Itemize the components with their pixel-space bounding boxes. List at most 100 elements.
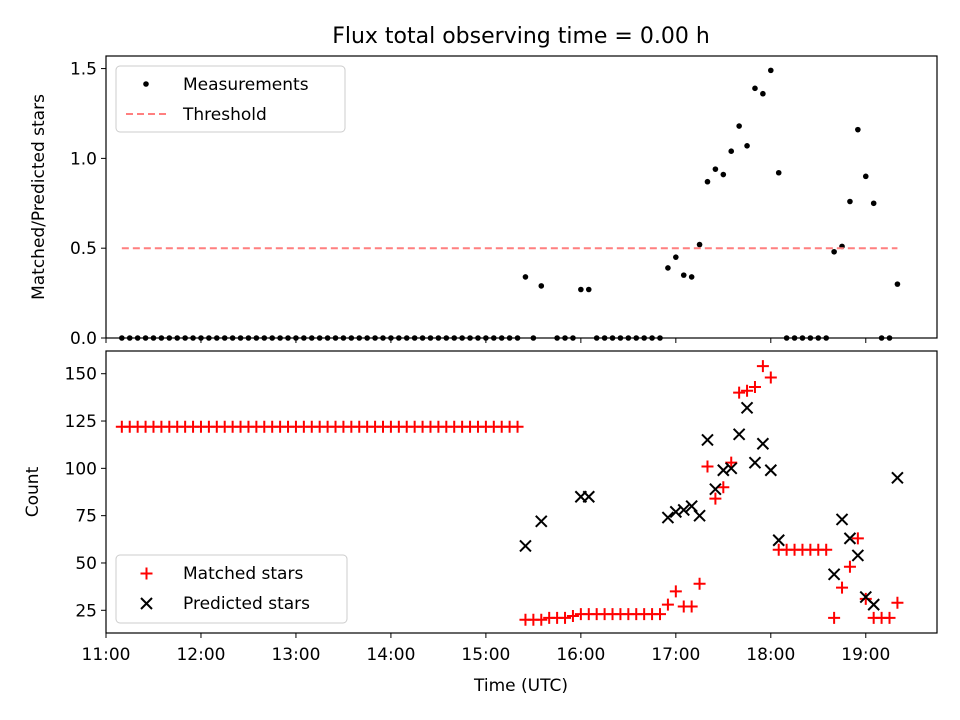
measurements-point bbox=[870, 200, 877, 207]
predicted-stars-point bbox=[732, 428, 746, 441]
measurements-point bbox=[728, 148, 735, 154]
matched-stars-point bbox=[741, 384, 754, 397]
y-tick-label: 50 bbox=[75, 554, 97, 574]
counts-legend: Matched stars Predicted stars bbox=[115, 554, 348, 624]
predicted-stars-point bbox=[661, 511, 675, 524]
ratio-plot-area bbox=[119, 67, 901, 341]
y-tick-label: 1.0 bbox=[70, 149, 97, 169]
counts-plot-area bbox=[115, 360, 904, 626]
x-tick-label: 15:00 bbox=[461, 645, 510, 665]
measurements-point bbox=[831, 248, 837, 255]
x-tick-label: 14:00 bbox=[366, 645, 415, 665]
measurements-point bbox=[585, 286, 592, 293]
chart-title: Flux total observing time = 0.00 h bbox=[332, 24, 710, 49]
predicted-stars-point bbox=[843, 532, 857, 545]
matched-stars-point bbox=[883, 611, 896, 624]
ratio-axes-frame bbox=[105, 55, 938, 339]
legend-predicted-marker bbox=[140, 597, 153, 610]
measurements-point bbox=[673, 254, 679, 260]
ratio-legend-box bbox=[115, 65, 346, 133]
legend-measurements-marker bbox=[143, 81, 149, 87]
matched-stars-point bbox=[511, 420, 524, 433]
matched-stars-point bbox=[748, 380, 761, 393]
measurements-point bbox=[775, 169, 782, 176]
ratio-x-ticks bbox=[105, 338, 867, 343]
matched-stars-point bbox=[756, 360, 769, 373]
x-tick-label: 17:00 bbox=[651, 645, 700, 665]
measurements-point bbox=[665, 265, 671, 271]
measurements-point bbox=[760, 90, 766, 97]
predicted-stars-point bbox=[867, 598, 880, 611]
x-axis-label: Time (UTC) bbox=[473, 676, 568, 696]
matched-stars-point bbox=[669, 585, 682, 598]
predicted-stars-point bbox=[685, 499, 698, 513]
matched-stars-point bbox=[717, 481, 730, 494]
predicted-stars-point bbox=[891, 471, 904, 485]
y-tick-label: 0.0 bbox=[70, 329, 97, 349]
measurements-point bbox=[744, 143, 750, 149]
predicted-stars-point bbox=[717, 464, 730, 477]
counts-axes-frame bbox=[105, 350, 938, 634]
predicted-stars-point bbox=[701, 433, 714, 447]
predicted-stars-point bbox=[519, 539, 532, 553]
measurements-point bbox=[712, 166, 719, 172]
ratio-legend: Measurements Threshold bbox=[115, 65, 346, 133]
x-tick-label: 11:00 bbox=[82, 645, 131, 665]
predicted-stars-point bbox=[677, 503, 690, 517]
y-tick-label: 100 bbox=[65, 459, 97, 479]
matched-stars-point bbox=[654, 608, 666, 621]
predicted-stars-point bbox=[835, 513, 849, 526]
legend-predicted-label: Predicted stars bbox=[183, 594, 310, 614]
y-tick-label: 150 bbox=[65, 365, 97, 385]
legend-matched-label: Matched stars bbox=[183, 564, 303, 584]
predicted-stars-point bbox=[827, 568, 841, 581]
predicted-stars-point bbox=[669, 505, 683, 519]
y-tick-label: 25 bbox=[75, 601, 97, 621]
legend-threshold-label: Threshold bbox=[182, 105, 267, 125]
measurements-point bbox=[720, 171, 727, 178]
measurements-point bbox=[855, 126, 861, 133]
y-tick-label: 0.5 bbox=[70, 239, 97, 259]
predicted-stars-point bbox=[709, 482, 722, 496]
counts-y-axis-label: Count bbox=[23, 466, 43, 517]
matched-stars-point bbox=[566, 609, 579, 622]
x-tick-label: 13:00 bbox=[271, 645, 320, 665]
counts-panel: 25 50 75 100 125 150 11:00 12:00 13:00 14:00 15:0… bbox=[23, 350, 938, 696]
measurements-point bbox=[768, 67, 774, 74]
predicted-stars-point bbox=[740, 401, 754, 414]
measurements-point bbox=[688, 274, 695, 280]
y-tick-label: 75 bbox=[75, 507, 97, 527]
measurements-point bbox=[862, 173, 869, 180]
measurements-point bbox=[894, 281, 901, 287]
predicted-stars-point bbox=[756, 437, 770, 450]
predicted-stars-point bbox=[748, 456, 762, 469]
matched-stars-point bbox=[891, 596, 904, 609]
matched-stars-point bbox=[693, 577, 706, 590]
predicted-stars-point bbox=[772, 534, 785, 547]
predicted-stars-point bbox=[535, 515, 548, 528]
matched-stars-point bbox=[843, 560, 856, 573]
predicted-stars-point bbox=[851, 549, 865, 562]
measurements-point bbox=[696, 241, 703, 248]
measurements-point bbox=[538, 283, 545, 289]
predicted-stars-point bbox=[764, 464, 778, 477]
counts-x-axis: 11:00 12:00 13:00 14:00 15:00 16:00 17:00 18:00… bbox=[82, 633, 890, 665]
ratio-panel: 0.0 0.5 1.0 1.5 Matched/Predicted stars Mea… bbox=[29, 55, 938, 349]
matched-stars-point bbox=[820, 543, 833, 556]
matched-stars-point bbox=[836, 581, 849, 594]
measurements-point bbox=[578, 286, 584, 293]
measurements-point bbox=[847, 198, 853, 205]
matched-stars-point bbox=[859, 592, 872, 605]
matched-stars-point bbox=[559, 611, 572, 624]
predicted-stars-point bbox=[582, 490, 595, 503]
predicted-stars-point bbox=[693, 509, 706, 522]
measurements-point bbox=[704, 178, 711, 185]
x-tick-label: 19:00 bbox=[841, 645, 890, 665]
matched-stars-point bbox=[764, 371, 777, 384]
legend-measurements-label: Measurements bbox=[183, 75, 309, 95]
measurements-point bbox=[522, 274, 529, 280]
ratio-y-axis-label: Matched/Predicted stars bbox=[29, 94, 49, 300]
matched-stars-point bbox=[828, 611, 841, 624]
matched-stars-point bbox=[851, 532, 864, 545]
matched-stars-point bbox=[685, 600, 698, 613]
